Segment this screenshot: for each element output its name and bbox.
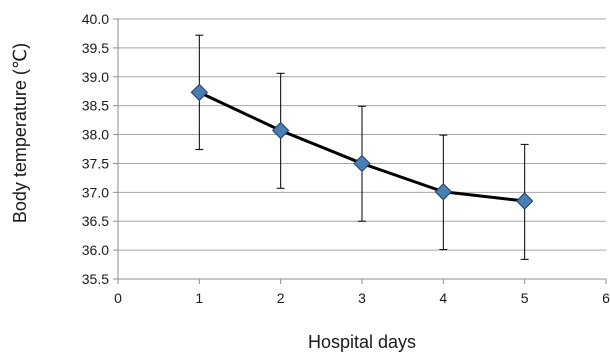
- x-axis-title: Hospital days: [308, 332, 416, 352]
- y-tick-label: 39.5: [82, 40, 109, 56]
- data-point-marker: [271, 121, 290, 140]
- y-tick-label: 40.0: [82, 11, 109, 27]
- axis-layer: [113, 18, 607, 284]
- x-tick-label: 0: [114, 290, 122, 306]
- x-tick-label: 6: [602, 290, 610, 306]
- y-tick-label: 35.5: [82, 271, 109, 287]
- x-tick-label: 1: [195, 290, 203, 306]
- y-tick-label: 36.0: [82, 242, 109, 258]
- x-tick-label: 5: [521, 290, 529, 306]
- data-point-marker: [190, 83, 209, 102]
- tick-label-layer: 35.5 36.0 36.5 37.0 37.5 38.0 38.5 39.0 39.5 40.0…: [82, 11, 610, 306]
- y-tick-label: 37.5: [82, 155, 109, 171]
- y-tick-label: 37.0: [82, 184, 109, 200]
- data-point-marker: [353, 154, 371, 173]
- data-point-marker: [434, 183, 453, 201]
- marker-layer: [190, 83, 534, 210]
- x-tick-label: 2: [277, 290, 285, 306]
- x-tick-label: 4: [439, 290, 447, 306]
- y-tick-label: 39.0: [82, 69, 109, 85]
- y-tick-label: 38.0: [82, 127, 109, 143]
- y-tick-label: 38.5: [82, 98, 109, 114]
- y-tick-label: 36.5: [82, 213, 109, 229]
- x-tick-label: 3: [358, 290, 366, 306]
- error-bar-layer: [195, 34, 529, 260]
- data-point-marker: [515, 192, 534, 210]
- y-axis-title: Body temperature (℃): [10, 43, 30, 223]
